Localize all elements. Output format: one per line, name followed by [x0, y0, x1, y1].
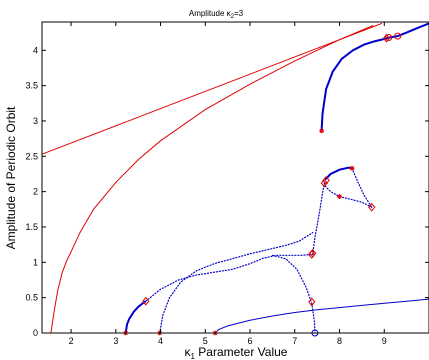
axis-ticks: 2 3 4 5 6 7 8 9 0 0.5 1 1.5 2 2.5 3 3.5 4	[25, 22, 429, 346]
series-blue-11-line	[312, 182, 325, 256]
x-tick-label: 3	[113, 336, 118, 346]
x-tick-label: 7	[292, 336, 297, 346]
y-tick-label: 1	[33, 257, 38, 267]
plot-area	[41, 22, 429, 337]
series-blue-9-line	[159, 232, 314, 334]
series-blue-7-line	[324, 166, 353, 181]
y-tick-label: 2.5	[25, 151, 38, 161]
marker-diamond-11	[368, 202, 376, 212]
x-axis-label-tail: Parameter Value	[195, 345, 288, 359]
y-tick-label: 3.5	[25, 81, 38, 91]
marker-star-13	[319, 128, 325, 134]
marker-diamond-9	[320, 178, 328, 188]
y-axis-label: Amplitude of Periodic Orbit	[4, 106, 18, 249]
marker-diamond-10	[322, 175, 330, 185]
y-tick-label: 0	[33, 328, 38, 338]
chart-title-tail: =3	[234, 9, 244, 18]
series-blue-3-line	[124, 300, 147, 334]
marker-circle-17	[394, 32, 402, 40]
marker-circle-16	[385, 34, 393, 42]
x-tick-label: 6	[248, 336, 253, 346]
y-tick-label: 4	[33, 45, 38, 55]
y-tick-label: 1.5	[25, 222, 38, 232]
x-axis-label-main: κ	[185, 345, 192, 359]
chart-title-main: Amplitude κ	[189, 9, 232, 18]
y-tick-label: 0.5	[25, 293, 38, 303]
x-tick-label: 2	[69, 336, 74, 346]
series-blue-5-line	[320, 36, 390, 131]
marker-star-15	[349, 165, 355, 171]
axes-box	[41, 21, 429, 334]
marker-diamond-12	[382, 33, 391, 43]
marker-diamond-8	[309, 248, 317, 258]
series-blue-12-line	[351, 167, 373, 208]
x-tick-label: 8	[337, 336, 342, 346]
chart-title-subscript: 2	[231, 14, 235, 20]
y-tick-label: 2	[33, 187, 38, 197]
series-red-1-line	[41, 22, 383, 155]
x-tick-label: 5	[203, 336, 208, 346]
marker-star-14	[337, 194, 342, 199]
chart-title: Amplitude κ2=3	[189, 9, 244, 20]
marker-diamond-6	[308, 297, 316, 307]
series-blue-8-line	[145, 253, 313, 302]
marker-diamond-5	[142, 296, 150, 306]
x-axis-label: κ1 Parameter Value	[185, 345, 288, 360]
x-tick-label: 4	[158, 336, 163, 346]
series-blue-10-line	[271, 254, 316, 334]
x-axis-label-subscript: 1	[191, 352, 196, 360]
x-tick-label: 9	[382, 336, 387, 346]
y-tick-label: 3	[33, 116, 38, 126]
series-blue-4-line	[214, 298, 429, 334]
series-red-2-line	[50, 25, 374, 334]
